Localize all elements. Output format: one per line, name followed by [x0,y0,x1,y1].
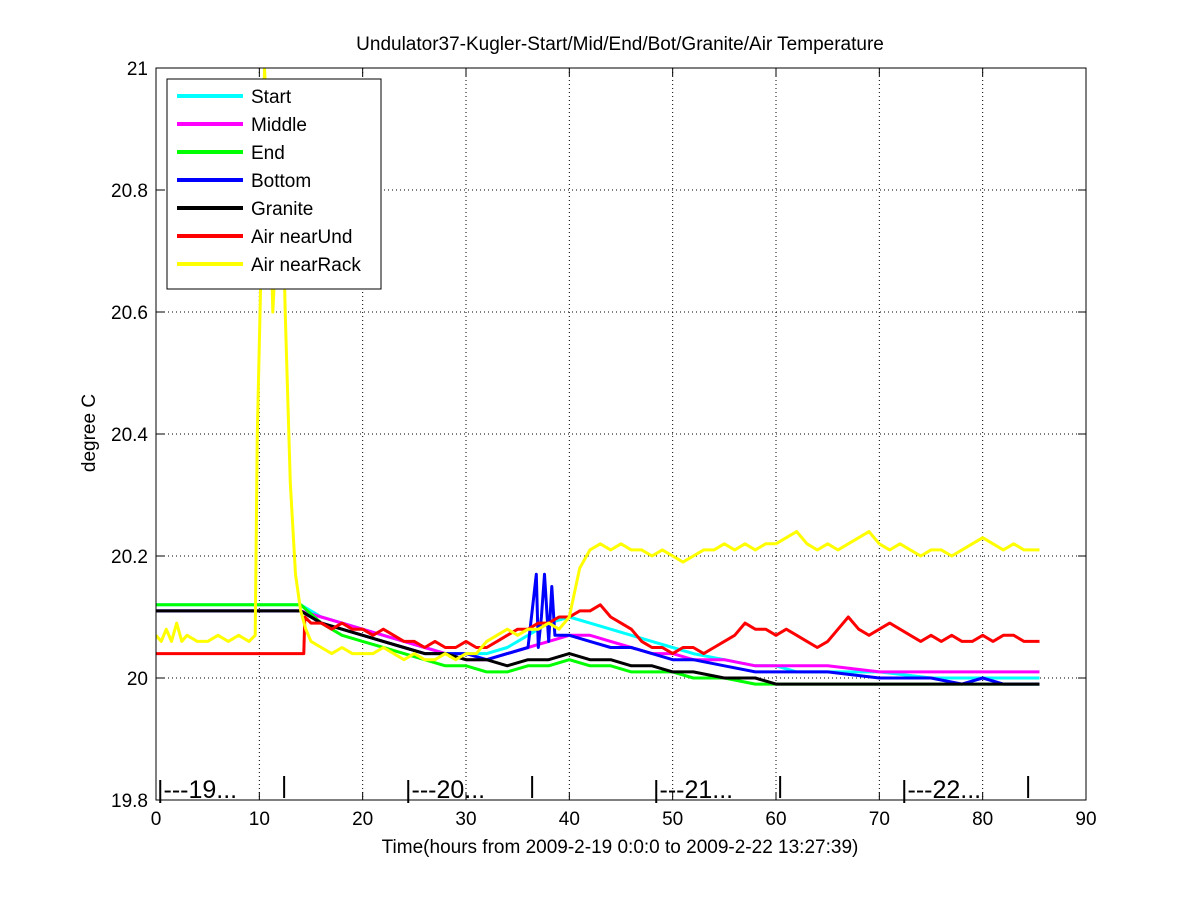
x-tick-label: 20 [352,809,373,830]
x-tick-label: 80 [972,809,993,830]
day-markers: |---19... |---20... |---21... |---22... [157,776,1030,804]
legend-box [166,78,382,290]
x-tick-label: 10 [249,809,270,830]
day-marker-label: |---20... [405,776,485,804]
grid-lines [156,68,1086,800]
legend-entry-label: Air nearUnd [251,227,352,248]
legend-entry-label: Bottom [251,171,311,192]
y-tick-label: 19.8 [111,791,148,812]
y-tick-label: 21 [127,59,148,80]
legend-entry-label: Start [251,87,292,108]
x-tick-label: 50 [662,809,683,830]
x-tick-label: 90 [1075,809,1096,830]
y-tick-label: 20.6 [111,303,148,324]
x-tick-label: 0 [151,809,162,830]
x-tick-label: 60 [765,809,786,830]
axes [155,67,1087,801]
series-line-granite [156,609,1040,686]
x-axis-label: Time(hours from 2009-2-19 0:0:0 to 2009-… [382,837,859,858]
legend-entry-label: Middle [251,115,307,136]
y-axis-label: degree C [79,394,100,472]
x-tick-label: 70 [869,809,890,830]
y-tick-label: 20 [127,669,148,690]
series-lines [156,68,1040,686]
day-marker-label: |---22... [901,776,981,804]
day-marker-label: |---21... [653,776,733,804]
legend-entry-label: Air nearRack [251,255,361,276]
series-line-air-nearund [156,603,1040,656]
tick-labels: 0 10 20 30 40 50 60 70 80 90 19.8 20 20.2 20.4 20.6 20.… [111,59,1097,830]
chart-title: Undulator37-Kugler-Start/Mid/End/Bot/Gra… [356,34,884,55]
x-tick-label: 30 [455,809,476,830]
legend-entry-label: Granite [251,199,313,220]
y-tick-label: 20.8 [111,181,148,202]
day-marker-label: |---19... [157,776,237,804]
legend-entry-label: End [251,143,285,164]
y-tick-label: 20.2 [111,547,148,568]
y-tick-label: 20.4 [111,425,148,446]
x-tick-label: 40 [559,809,580,830]
legend: Start Middle End Bottom Granite Air nearUnd Ai… [166,78,382,290]
